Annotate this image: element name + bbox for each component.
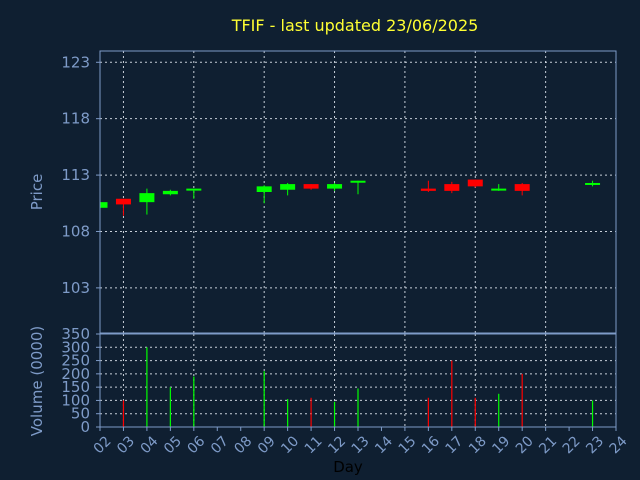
x-tick-label: 10 bbox=[278, 433, 302, 457]
x-tick-label: 23 bbox=[583, 433, 607, 457]
x-tick-label: 22 bbox=[560, 433, 584, 457]
price-tick-label: 103 bbox=[61, 279, 90, 297]
x-tick-label: 04 bbox=[138, 433, 162, 457]
x-tick-label: 14 bbox=[372, 433, 396, 457]
x-tick-label: 05 bbox=[161, 433, 185, 457]
candle-body bbox=[585, 182, 601, 185]
price-axis-label: Price bbox=[28, 174, 46, 211]
price-y-ticks: 103 108 113 118 123 bbox=[61, 53, 100, 297]
candle-body bbox=[467, 179, 483, 187]
x-tick-label: 11 bbox=[302, 433, 326, 457]
volume-tick-label: 200 bbox=[61, 365, 90, 383]
volume-tick-label: 0 bbox=[80, 418, 90, 436]
x-axis-label: Day bbox=[333, 458, 363, 476]
price-tick-label: 118 bbox=[61, 110, 90, 128]
volume-tick-label: 250 bbox=[61, 352, 90, 370]
x-tick-label: 13 bbox=[349, 433, 373, 457]
price-panel: 103 108 113 118 123 Price bbox=[28, 50, 617, 334]
candle-body bbox=[444, 184, 460, 191]
x-tick-label: 20 bbox=[513, 433, 537, 457]
x-tick-label: 03 bbox=[114, 433, 138, 457]
price-tick-label: 123 bbox=[61, 53, 90, 71]
candle-body bbox=[186, 188, 202, 191]
volume-tick-label: 350 bbox=[61, 325, 90, 343]
price-tick-label: 108 bbox=[61, 222, 90, 240]
x-axis-ticks: 02 03 04 05 06 07 08 09 10 11 12 13 14 15 16 17 18 19 20 21… bbox=[91, 427, 631, 457]
candle-body bbox=[100, 202, 108, 208]
volume-axis-label: Volume (0000) bbox=[28, 326, 46, 436]
x-tick-label: 16 bbox=[419, 433, 443, 457]
price-grid bbox=[100, 51, 616, 333]
candle-body bbox=[491, 188, 507, 191]
volume-tick-label: 50 bbox=[71, 405, 90, 423]
x-tick-label: 19 bbox=[489, 433, 513, 457]
candle-body bbox=[350, 180, 366, 183]
candle-body bbox=[115, 198, 131, 205]
candle-body bbox=[303, 184, 319, 189]
chart-title: TFIF - last updated 23/06/2025 bbox=[231, 16, 479, 35]
x-tick-label: 15 bbox=[396, 433, 420, 457]
candle-body bbox=[139, 193, 155, 203]
candle-body bbox=[327, 184, 343, 189]
candle-body bbox=[420, 188, 436, 191]
candle-body bbox=[280, 184, 296, 190]
x-tick-label: 07 bbox=[208, 433, 232, 457]
x-tick-label: 18 bbox=[466, 433, 490, 457]
volume-tick-label: 300 bbox=[61, 338, 90, 356]
price-candles bbox=[99, 179, 601, 216]
candle-body bbox=[514, 184, 530, 191]
x-tick-label: 06 bbox=[185, 433, 209, 457]
x-tick-label: 02 bbox=[91, 433, 115, 457]
x-tick-label: 21 bbox=[536, 433, 560, 457]
price-frame bbox=[99, 50, 617, 334]
x-tick-label: 09 bbox=[255, 433, 279, 457]
x-tick-label: 17 bbox=[443, 433, 467, 457]
volume-tick-label: 150 bbox=[61, 378, 90, 396]
x-tick-label: 24 bbox=[607, 433, 631, 457]
candle-body bbox=[162, 190, 178, 195]
price-tick-label: 113 bbox=[61, 166, 90, 184]
volume-bars bbox=[122, 347, 594, 427]
x-tick-label: 12 bbox=[325, 433, 349, 457]
volume-tick-label: 100 bbox=[61, 391, 90, 409]
candle-body bbox=[256, 186, 272, 192]
x-tick-label: 08 bbox=[231, 433, 255, 457]
